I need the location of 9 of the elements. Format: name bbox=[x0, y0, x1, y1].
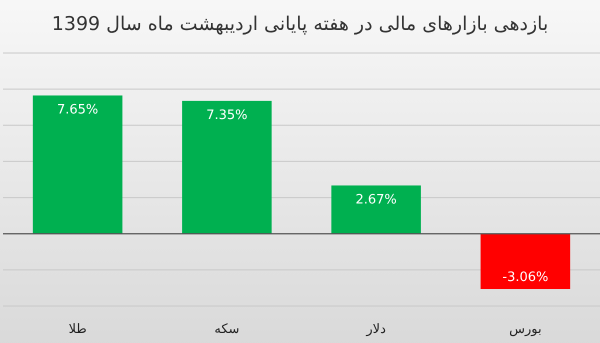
x-tick-label: دلار bbox=[365, 322, 386, 337]
x-tick-label: سکه bbox=[214, 322, 240, 337]
x-tick-label: بورس bbox=[509, 322, 542, 337]
data-label: 7.65% bbox=[56, 102, 98, 118]
x-tick-label: طلا bbox=[68, 322, 87, 337]
chart-title: بازدهی بازارهای مالی در هفته پایانی اردیبهشت ماه سال 1399 bbox=[52, 13, 548, 35]
data-label: -3.06% bbox=[502, 270, 548, 286]
data-label: 7.35% bbox=[206, 108, 248, 123]
data-label: 2.67% bbox=[355, 192, 397, 208]
